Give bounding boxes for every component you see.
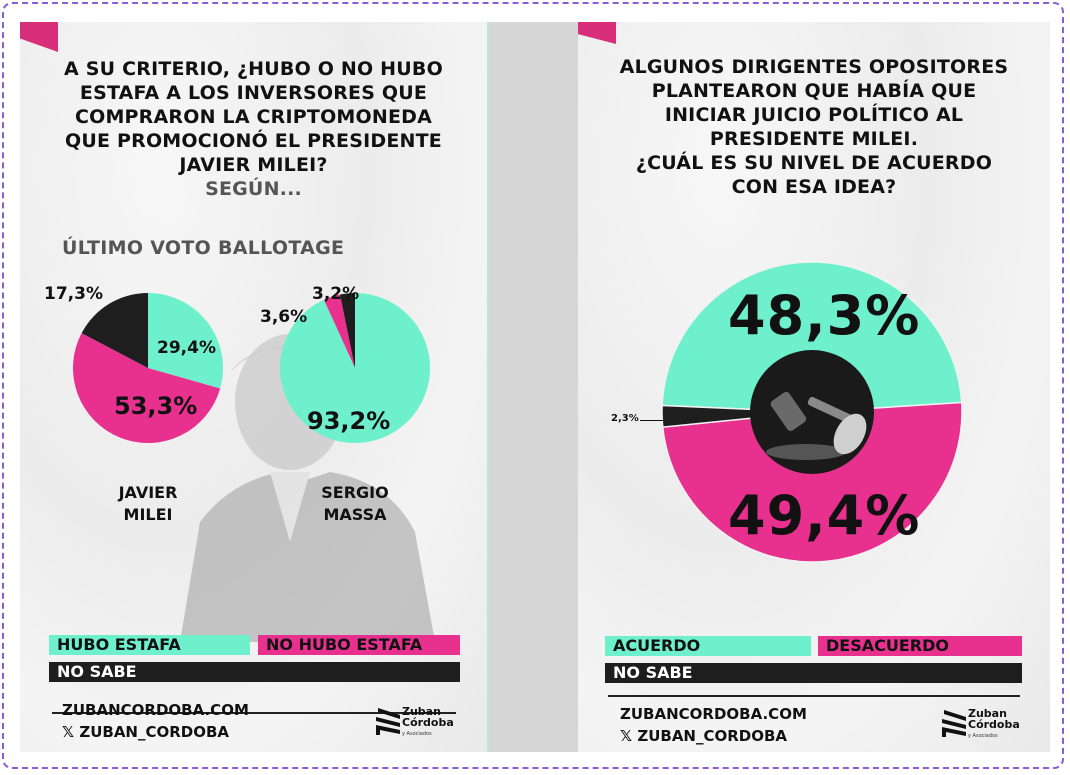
pie-slice-acuerdo [661, 261, 963, 413]
legend-desacuerdo: DESACUERDO [818, 636, 1022, 656]
acuerdo-value: 48,3% [728, 284, 921, 347]
milei-no-hubo-value: 53,3% [114, 392, 198, 420]
pie-slice-no-hubo-estafa [72, 333, 221, 443]
title-line: ESTAFA A LOS INVERSORES QUE [79, 82, 428, 104]
title-line: ALGUNOS DIRIGENTES OPOSITORES [619, 56, 1009, 78]
candidate-name-milei: JAVIER MILEI [88, 482, 208, 526]
left-question-title: A SU CRITERIO, ¿HUBO O NO HUBO ESTAFA A … [20, 57, 487, 201]
x-handle-text: ZUBAN_CORDOBA [79, 723, 230, 741]
title-line: ¿CUÁL ES SU NIVEL DE ACUERDO [635, 152, 993, 174]
gavel-icon [766, 391, 867, 460]
legend-no-sabe: NO SABE [49, 662, 460, 682]
x-logo-icon: 𝕏 [620, 727, 633, 745]
logo-subline: y Asociados [968, 733, 998, 739]
pie-slice-desacuerdo [661, 401, 963, 563]
logo-subline: y Asociados [402, 731, 432, 737]
title-line: JAVIER MILEI? [179, 154, 328, 176]
massa-hubo-value: 93,2% [307, 407, 391, 435]
donut-chart-juicio-politico [661, 261, 963, 563]
massa-no-sabe-value: 3,2% [312, 284, 360, 304]
footer-divider [52, 712, 456, 714]
footer-links: ZUBANCORDOBA.COM 𝕏 ZUBAN_CORDOBA [620, 703, 807, 747]
website-link[interactable]: ZUBANCORDOBA.COM [62, 701, 249, 719]
candidate-name-line: JAVIER [118, 483, 178, 502]
pie-slice-hubo-estafa [148, 293, 224, 389]
panel-gap [487, 22, 580, 752]
right-question-title: ALGUNOS DIRIGENTES OPOSITORES PLANTEARON… [578, 55, 1050, 199]
legend-no-hubo-estafa: NO HUBO ESTAFA [258, 635, 460, 655]
title-line: CON ESA IDEA? [731, 176, 897, 198]
x-logo-icon: 𝕏 [62, 723, 75, 741]
title-line: PLANTEARON QUE HABÍA QUE [651, 80, 977, 102]
right-infographic-panel: ALGUNOS DIRIGENTES OPOSITORES PLANTEARON… [578, 22, 1050, 752]
zuban-logo-mark-icon [376, 708, 400, 735]
pie-slice-no-hubo-estafa [323, 294, 355, 368]
no-sabe-value: 2,3% [611, 413, 639, 424]
x-handle-link[interactable]: 𝕏 ZUBAN_CORDOBA [62, 721, 249, 743]
corner-flag [578, 22, 616, 44]
candidate-name-line: MILEI [123, 505, 173, 524]
logo-text: Zuban Córdoba [968, 708, 1020, 730]
logo-line: Córdoba [402, 716, 454, 729]
pie-chart-massa [280, 293, 430, 443]
milei-no-sabe-value: 17,3% [44, 284, 103, 304]
footer-divider [608, 695, 1020, 697]
no-sabe-leader-line [640, 420, 664, 421]
milei-hubo-value: 29,4% [157, 338, 216, 358]
left-infographic-panel: A SU CRITERIO, ¿HUBO O NO HUBO ESTAFA A … [20, 22, 487, 752]
zuban-cordoba-logo: Zuban Córdoba y Asociados [376, 706, 454, 742]
candidate-name-massa: SERGIO MASSA [295, 482, 415, 526]
x-handle-link[interactable]: 𝕏 ZUBAN_CORDOBA [620, 725, 807, 747]
zuban-cordoba-logo: Zuban Córdoba y Asociados [942, 708, 1020, 744]
website-link[interactable]: ZUBANCORDOBA.COM [620, 705, 807, 723]
footer-links: ZUBANCORDOBA.COM 𝕏 ZUBAN_CORDOBA [62, 699, 249, 743]
title-line: QUE PROMOCIONÓ EL PRESIDENTE [65, 130, 442, 152]
legend-no-sabe: NO SABE [605, 663, 1022, 683]
logo-line: Zuban [402, 705, 441, 718]
massa-no-hubo-value: 3,6% [260, 307, 308, 327]
legend-acuerdo: ACUERDO [605, 636, 811, 656]
desacuerdo-value: 49,4% [728, 484, 921, 547]
section-label: ÚLTIMO VOTO BALLOTAGE [62, 237, 345, 259]
title-line: COMPRARON LA CRIPTOMONEDA [74, 106, 433, 128]
title-line: PRESIDENTE MILEI. [709, 128, 919, 150]
title-line: A SU CRITERIO, ¿HUBO O NO HUBO [64, 58, 443, 80]
title-line: INICIAR JUICIO POLÍTICO AL [664, 104, 964, 126]
logo-line: Córdoba [968, 718, 1020, 731]
candidate-name-line: MASSA [323, 505, 387, 524]
logo-line: Zuban [968, 707, 1007, 720]
x-handle-text: ZUBAN_CORDOBA [637, 727, 788, 745]
pie-chart-milei [72, 293, 224, 443]
logo-text: Zuban Córdoba [402, 706, 454, 728]
pie-slice-no-sabe [81, 293, 148, 368]
zuban-logo-mark-icon [942, 710, 966, 737]
legend-hubo-estafa: HUBO ESTAFA [49, 635, 250, 655]
corner-flag [20, 22, 58, 52]
subtitle: SEGÚN... [205, 178, 302, 200]
candidate-name-line: SERGIO [321, 483, 389, 502]
pie-slice-no-sabe [340, 293, 355, 368]
